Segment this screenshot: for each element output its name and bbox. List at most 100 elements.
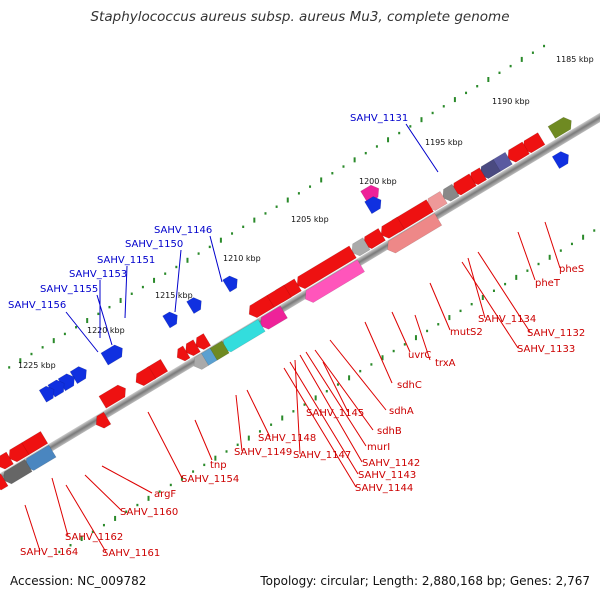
tick-mark bbox=[41, 346, 44, 349]
tick-mark bbox=[102, 523, 105, 527]
gene-arrow bbox=[296, 245, 357, 290]
tick-mark bbox=[348, 375, 351, 381]
tick-mark bbox=[403, 343, 406, 346]
gene-label-forward: SAHV_1151 bbox=[97, 255, 155, 266]
tick-mark bbox=[275, 205, 278, 208]
gene-label-forward: SAHV_1153 bbox=[69, 269, 127, 280]
tick-mark bbox=[192, 470, 195, 473]
gene-label-reverse: SAHV_1144 bbox=[355, 483, 413, 494]
kbp-ticks: 1185 kbp 1190 kbp 1195 kbp 1200 kbp 1205 kbp… bbox=[8, 44, 596, 554]
gene-arrow bbox=[47, 379, 65, 398]
gene-label-reverse: sdhB bbox=[377, 426, 402, 437]
kbp-tick-label: 1205 kbp bbox=[291, 215, 329, 224]
gene-label-reverse: SAHV_1134 bbox=[478, 314, 536, 325]
leader-line bbox=[414, 314, 431, 361]
leader-line bbox=[429, 282, 451, 331]
tick-mark bbox=[125, 510, 128, 513]
gene-label-reverse: SAHV_1142 bbox=[362, 458, 420, 469]
genome-summary-text: Topology: circular; Length: 2,880,168 bp… bbox=[260, 574, 590, 588]
tick-mark bbox=[470, 302, 473, 306]
kbp-tick-label: 1185 kbp bbox=[556, 55, 594, 64]
tick-mark bbox=[208, 245, 211, 249]
tick-mark bbox=[520, 56, 523, 62]
tick-mark bbox=[531, 51, 534, 54]
kbp-tick-label: 1220 kbp bbox=[87, 326, 125, 335]
gene-arrow bbox=[186, 297, 202, 315]
leader-line bbox=[299, 354, 363, 463]
tick-mark bbox=[119, 297, 122, 303]
gene-arrow bbox=[195, 333, 212, 350]
tick-mark bbox=[504, 282, 507, 286]
tick-mark bbox=[180, 475, 183, 481]
gene-arrow bbox=[222, 275, 238, 293]
leader-line bbox=[289, 361, 359, 475]
gene-label-reverse: sdhA bbox=[389, 406, 414, 417]
tick-mark bbox=[225, 450, 228, 453]
map-title: Staphylococcus aureus subsp. aureus Mu3,… bbox=[90, 9, 510, 25]
leader-line bbox=[174, 249, 182, 313]
gene-label-reverse: SAHV_1161 bbox=[102, 548, 160, 559]
leader-line bbox=[477, 251, 531, 333]
gene-label-reverse: SAHV_1164 bbox=[20, 547, 78, 558]
kbp-tick-label: 1200 kbp bbox=[359, 177, 397, 186]
tick-mark bbox=[342, 165, 345, 168]
gene-label-reverse: SAHV_1154 bbox=[181, 474, 239, 485]
leader-line bbox=[84, 474, 123, 512]
tick-mark bbox=[130, 292, 133, 295]
tick-mark bbox=[270, 423, 273, 426]
tick-mark bbox=[392, 349, 395, 353]
gene-arrow bbox=[551, 151, 569, 170]
leader-line bbox=[544, 221, 561, 269]
tick-mark bbox=[63, 332, 66, 336]
leader-line bbox=[209, 235, 223, 283]
gene-label-forward: SAHV_1155 bbox=[40, 284, 98, 295]
tick-mark bbox=[537, 262, 540, 266]
tick-mark bbox=[297, 192, 300, 195]
tick-mark bbox=[153, 277, 156, 283]
tick-mark bbox=[281, 415, 284, 421]
kbp-tick-label: 1225 kbp bbox=[18, 361, 56, 370]
leader-line bbox=[305, 351, 367, 447]
tick-mark bbox=[242, 225, 245, 229]
leader-line bbox=[329, 339, 387, 411]
gene-arrow bbox=[364, 196, 382, 215]
gene-arrow bbox=[185, 339, 201, 357]
gene-label-reverse: SAHV_1143 bbox=[358, 470, 416, 481]
tick-mark bbox=[465, 91, 468, 95]
tick-mark bbox=[582, 234, 585, 240]
tick-mark bbox=[236, 443, 239, 446]
tick-mark bbox=[203, 463, 206, 467]
gene-label-forward: SAHV_1131 bbox=[350, 113, 408, 124]
tick-mark bbox=[381, 355, 384, 361]
gene-arrow bbox=[57, 373, 75, 392]
leader-line bbox=[364, 321, 393, 384]
leader-line bbox=[391, 311, 411, 353]
gene-label-reverse: trxA bbox=[435, 358, 456, 369]
leader-line bbox=[24, 504, 41, 552]
gene-arrow bbox=[8, 442, 30, 463]
tick-mark bbox=[147, 495, 150, 501]
tick-mark bbox=[442, 105, 445, 108]
tick-mark bbox=[141, 285, 144, 289]
gene-label-reverse: SAHV_1145 bbox=[306, 408, 364, 419]
tick-mark bbox=[91, 530, 94, 534]
gene-arrow bbox=[248, 294, 275, 319]
tick-mark bbox=[303, 403, 306, 406]
tick-mark bbox=[548, 254, 551, 260]
genome-backbone bbox=[0, 88, 600, 508]
tick-mark bbox=[247, 435, 250, 441]
tick-mark bbox=[476, 85, 479, 88]
tick-mark bbox=[253, 217, 256, 223]
leader-line bbox=[124, 265, 128, 319]
tick-mark bbox=[593, 229, 596, 232]
tick-mark bbox=[231, 232, 234, 235]
leader-line bbox=[294, 359, 301, 455]
tick-mark bbox=[414, 335, 417, 341]
gene-arrow bbox=[176, 345, 191, 362]
gene-label-reverse: SAHV_1147 bbox=[293, 450, 351, 461]
tick-mark bbox=[258, 430, 261, 433]
gene-label-reverse: argF bbox=[154, 489, 176, 500]
tick-mark bbox=[8, 366, 11, 369]
gene-arrow bbox=[98, 384, 126, 409]
